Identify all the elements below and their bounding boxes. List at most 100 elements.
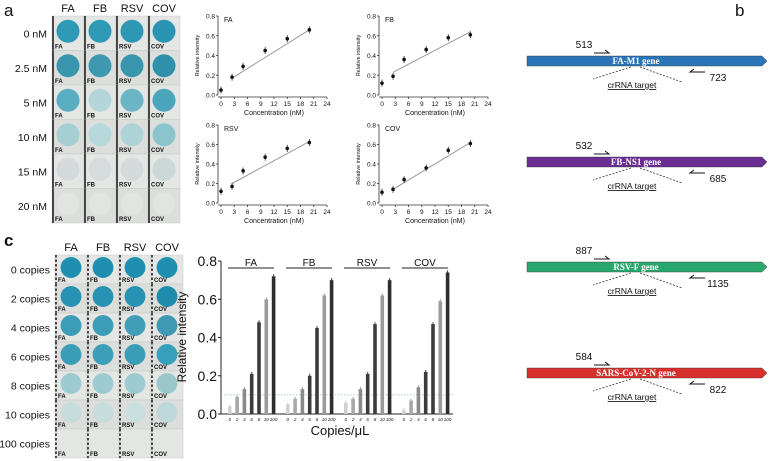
y-tick-label: 0.2 <box>367 73 376 80</box>
y-tick-label: 0.0 <box>206 93 215 100</box>
color-spot <box>156 344 178 365</box>
color-spot <box>152 54 176 78</box>
color-spot <box>152 19 176 43</box>
x-tick-label: 2 <box>351 417 355 422</box>
y-tick-label: 0.4 <box>206 162 215 169</box>
x-tick-label: 100 <box>270 417 278 422</box>
data-point <box>219 189 223 194</box>
reverse-primer-arrow <box>688 380 705 385</box>
color-spot <box>152 192 176 216</box>
x-tick-label: 18 <box>297 209 305 216</box>
strip-label: FA <box>58 423 66 429</box>
gene-0: FA-M1 gene 513 723 crRNA target <box>526 40 768 90</box>
crrna-dashed-line <box>639 378 683 395</box>
x-tick-label: 9 <box>259 209 263 216</box>
strip-label: FB <box>90 452 99 458</box>
y-axis-label: Relative intensity <box>356 34 362 76</box>
data-point <box>468 32 473 37</box>
data-point <box>424 166 428 170</box>
panel-label-a: a <box>4 1 14 20</box>
x-tick-label: 3 <box>232 101 236 108</box>
strip-label: RSV <box>122 394 134 400</box>
reverse-primer-position: 723 <box>710 73 727 84</box>
crrna-target-label: crRNA target <box>608 80 657 90</box>
bar <box>402 410 406 414</box>
color-spot <box>92 373 114 394</box>
strip-label: FA <box>58 365 66 371</box>
x-tick-label: 15 <box>445 209 453 216</box>
color-spot <box>92 257 114 278</box>
data-point <box>307 28 312 32</box>
reverse-primer-position: 822 <box>710 385 727 396</box>
data-point <box>285 146 290 151</box>
gene-name: FB-NS1 gene <box>611 157 661 167</box>
data-point <box>446 35 451 40</box>
bar <box>235 396 239 414</box>
data-point <box>380 81 384 85</box>
plot-title: COV <box>385 126 401 133</box>
bar <box>344 402 348 414</box>
scatter-plot-rsv: 0.0 0.2 0.4 0.6 0.8 0 3 6 9 12 15 18 21 24 Concentrati… <box>195 123 331 226</box>
plot-title: RSV <box>224 126 239 133</box>
crrna-dashed-line <box>592 167 632 181</box>
x-tick-label: 0 <box>219 101 223 108</box>
y-tick-label: 0.8 <box>206 123 215 130</box>
gene-name: FA-M1 gene <box>612 56 659 66</box>
data-point <box>307 140 312 145</box>
y-axis-label: Relative intensity <box>195 143 201 185</box>
color-spot <box>152 88 176 112</box>
strip-label: FA <box>58 307 66 313</box>
x-tick-label: 100 <box>444 417 452 422</box>
data-point <box>468 141 473 146</box>
x-tick-label: 6 <box>407 101 411 108</box>
y-tick-label: 0.4 <box>367 162 376 169</box>
x-tick-label: 0 <box>380 209 384 216</box>
y-tick-label: 0.2 <box>206 73 215 80</box>
y-axis-label: Relative intensity <box>195 34 201 76</box>
x-tick-label: 15 <box>445 101 453 108</box>
color-spot <box>60 286 82 307</box>
photo-grid-copies: FA FB RSV COV 0 copies FA FB RSV COV 2 copies FA FB… <box>0 242 184 459</box>
gene-arrow-bar <box>526 367 768 379</box>
forward-primer-position: 887 <box>576 246 593 257</box>
bar <box>300 389 305 414</box>
row-label: 10 copies <box>5 410 50 422</box>
x-tick-label: 3 <box>232 209 236 216</box>
strip-label: COV <box>154 394 167 400</box>
forward-primer-arrow <box>594 150 611 155</box>
bar <box>416 387 421 414</box>
color-spot <box>88 88 112 112</box>
gene-1: FB-NS1 gene 532 685 crRNA target <box>526 141 768 191</box>
y-tick-label: 0.4 <box>367 53 376 60</box>
color-spot <box>60 373 82 394</box>
scatter-plot-fb: 0.0 0.2 0.4 0.6 0.8 0 3 6 9 12 15 18 21 24 Concentrati… <box>356 14 492 118</box>
x-tick-label: 0 <box>403 417 406 422</box>
color-spot <box>92 431 114 452</box>
crrna-dashed-line <box>592 66 632 80</box>
crrna-target-label: crRNA target <box>608 392 657 402</box>
strip-label: FA <box>55 183 63 189</box>
x-tick-label: 12 <box>431 209 439 216</box>
x-tick-label: 15 <box>284 101 292 108</box>
strip-label: RSV <box>119 217 131 223</box>
strip-label: COV <box>154 278 167 284</box>
color-spot <box>92 402 114 423</box>
color-spot <box>60 257 82 278</box>
group-label: RSV <box>357 258 378 269</box>
x-tick-label: 8 <box>258 417 261 422</box>
y-tick-label: 0.4 <box>198 330 218 346</box>
column-header: FA <box>61 3 75 15</box>
y-tick-label: 0.6 <box>206 33 215 40</box>
forward-primer-position: 584 <box>576 352 593 363</box>
color-spot <box>124 373 146 394</box>
x-tick-label: 4 <box>301 417 304 422</box>
color-spot <box>56 88 80 112</box>
y-tick-label: 0.6 <box>367 33 376 40</box>
color-spot <box>88 157 112 181</box>
strip-label: RSV <box>119 183 131 189</box>
x-tick-label: 9 <box>259 101 263 108</box>
x-tick-label: 24 <box>323 209 331 216</box>
x-tick-label: 6 <box>308 417 311 422</box>
row-label: 2.5 nM <box>15 63 47 75</box>
bar <box>242 389 247 414</box>
